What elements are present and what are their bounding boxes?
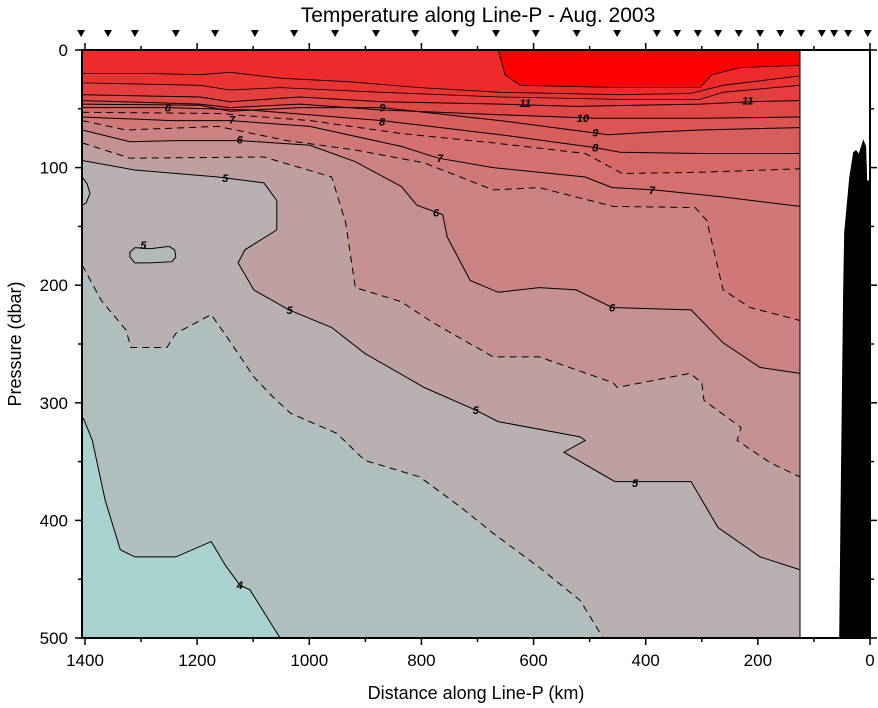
contour-label: 10: [577, 113, 590, 125]
station-marker-icon: [652, 30, 661, 37]
station-marker-icon: [211, 30, 220, 37]
y-tick-label: 300: [40, 394, 68, 413]
station-marker-icon: [171, 30, 180, 37]
contour-line-7_5: [82, 111, 800, 175]
x-tick-label: 1000: [290, 651, 328, 670]
station-marker-icon: [331, 30, 340, 37]
contour-line-11: [82, 94, 800, 107]
contour-label: 8: [592, 143, 599, 155]
y-tick-label: 400: [40, 511, 68, 530]
contour-label: 5: [140, 240, 147, 252]
station-marker-icon: [613, 30, 622, 37]
contour-line-5_5: [82, 142, 800, 478]
station-marker-icon: [290, 30, 299, 37]
station-marker-icon: [250, 30, 259, 37]
contour-label: 9: [379, 103, 386, 115]
contour-line-10: [82, 100, 800, 119]
contour-line-11_5: [82, 82, 800, 100]
y-tick-label: 0: [59, 41, 68, 60]
station-marker-icon: [817, 30, 826, 37]
contour-label: 5: [222, 173, 229, 185]
contour-label: 6: [237, 134, 244, 146]
axes: 1400 1200 1000 800 600 400 200 0 0 100 200 300 400 50…: [40, 41, 877, 670]
x-tick-label: 400: [632, 651, 660, 670]
contour-label: 7: [649, 185, 656, 197]
y-tick-label: 100: [40, 159, 68, 178]
station-marker-icon: [492, 30, 501, 37]
contour-lines: [82, 50, 800, 638]
station-markers: [77, 30, 872, 37]
contour-label: 7: [437, 153, 444, 165]
contour-line-4_5: [82, 264, 604, 638]
contour-label: 5: [473, 405, 480, 417]
contour-label: 5: [287, 305, 294, 317]
contour-label: 9: [592, 127, 599, 139]
contour-fill-13: [498, 50, 800, 88]
contour-fill-5: [129, 246, 176, 263]
y-tick-label: 200: [40, 276, 68, 295]
station-marker-icon: [531, 30, 540, 37]
station-marker-icon: [673, 30, 682, 37]
station-marker-icon: [844, 30, 853, 37]
contour-label: 7: [229, 114, 236, 126]
station-marker-icon: [451, 30, 460, 37]
contour-label: 6: [609, 303, 616, 315]
station-marker-icon: [693, 30, 702, 37]
station-marker-icon: [714, 30, 723, 37]
contour-line-5: [129, 245, 177, 264]
contour-label: 4: [236, 580, 243, 592]
station-marker-icon: [130, 30, 139, 37]
station-marker-icon: [77, 30, 86, 37]
station-marker-icon: [776, 30, 785, 37]
chart-title: Temperature along Line-P - Aug. 2003: [301, 4, 656, 27]
contour-label: 11: [742, 96, 753, 108]
x-axis-label: Distance along Line-P (km): [368, 683, 585, 703]
contour-line-9: [82, 103, 800, 136]
station-marker-icon: [411, 30, 420, 37]
station-marker-icon: [830, 30, 839, 37]
contour-line-6: [82, 129, 800, 374]
station-marker-icon: [572, 30, 581, 37]
contour-line-12: [82, 71, 800, 96]
contour-fills: [82, 50, 800, 638]
contour-fill-4: [82, 418, 281, 638]
contour-label: 8: [165, 103, 172, 115]
station-marker-icon: [103, 30, 112, 37]
station-marker-icon: [734, 30, 743, 37]
station-marker-icon: [863, 30, 872, 37]
station-marker-icon: [797, 30, 806, 37]
contour-label: 8: [379, 117, 386, 129]
x-tick-label: 800: [407, 651, 435, 670]
contour-line-6_5: [82, 120, 800, 321]
y-axis-label: Pressure (dbar): [5, 281, 25, 406]
x-tick-label: 600: [519, 651, 547, 670]
contour-line-4: [82, 417, 281, 638]
contour-label: 11: [519, 98, 530, 110]
contour-line-8: [82, 107, 800, 154]
contour-line-5: [82, 160, 800, 571]
x-tick-label: 0: [865, 651, 874, 670]
y-tick-label: 500: [40, 629, 68, 648]
station-marker-icon: [756, 30, 765, 37]
contour-label: 5: [632, 478, 639, 490]
contour-label: 6: [433, 207, 440, 219]
contour-line-7: [82, 116, 800, 207]
x-tick-label: 1400: [66, 651, 104, 670]
x-tick-label: 1200: [178, 651, 216, 670]
bathymetry-shape: [839, 139, 870, 638]
station-marker-icon: [372, 30, 381, 37]
x-tick-label: 200: [744, 651, 772, 670]
bathymetry: [839, 139, 870, 638]
